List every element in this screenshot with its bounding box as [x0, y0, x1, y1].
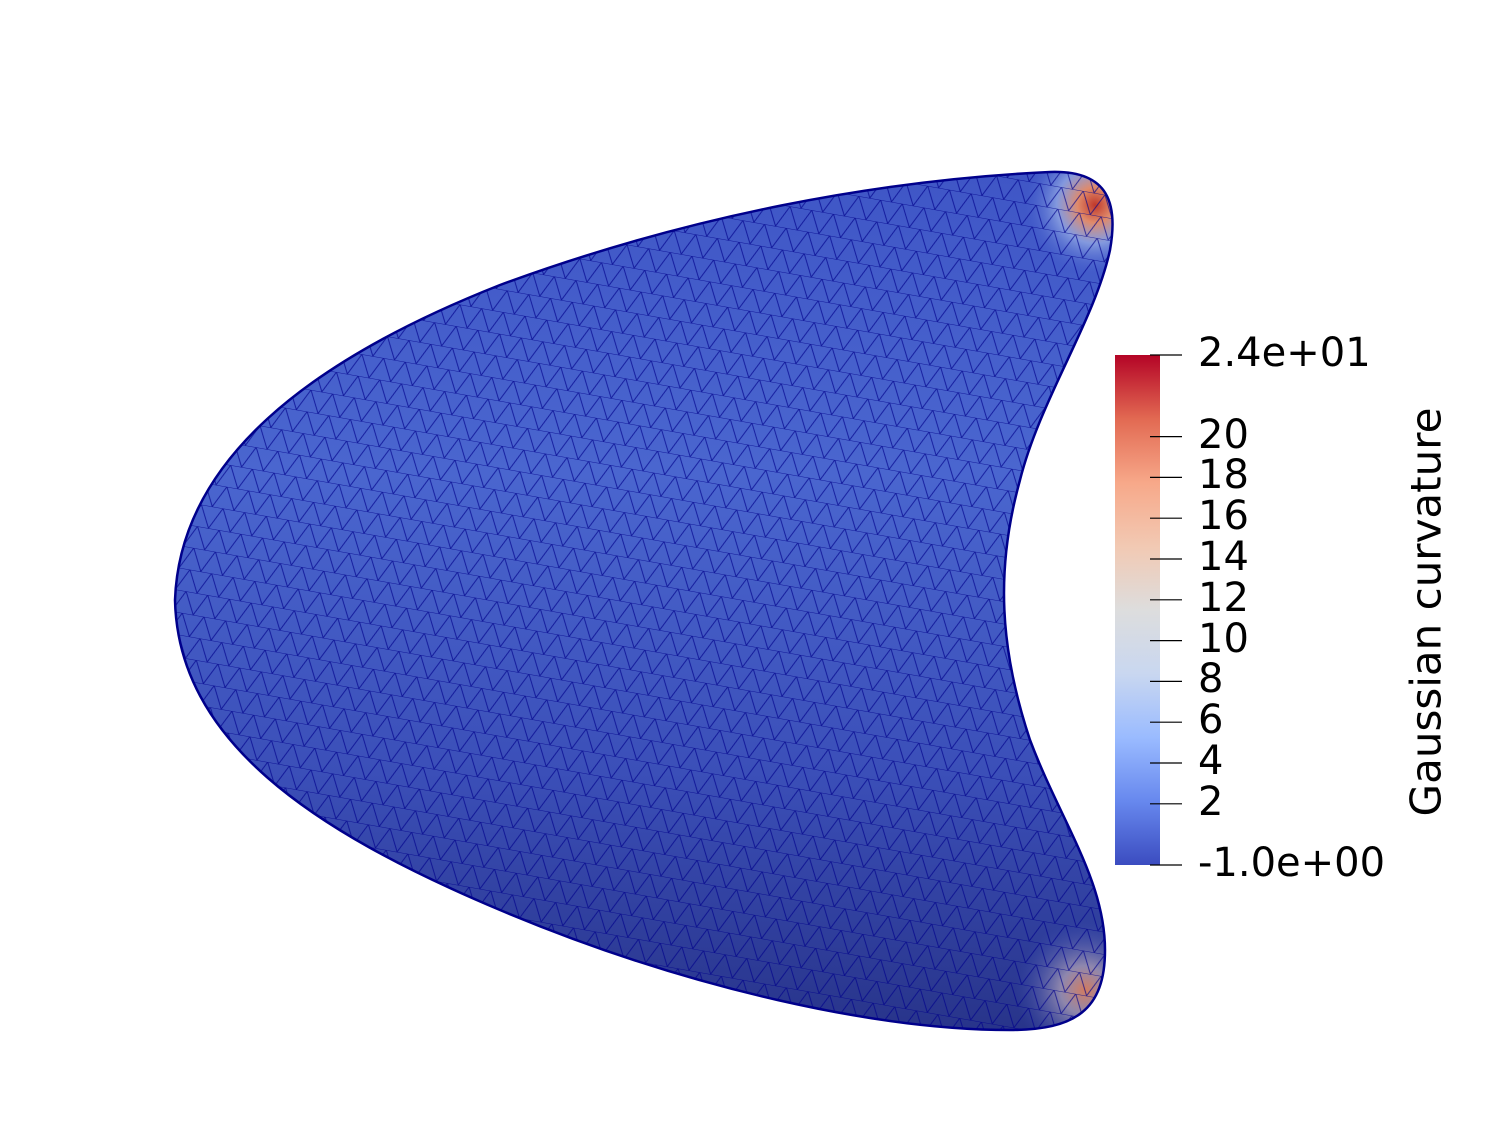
- surface-mesh: [173, 170, 1114, 1032]
- colorbar-min-label: -1.0e+00: [1198, 840, 1386, 886]
- colorbar-tick-label: 4: [1198, 738, 1224, 784]
- colorbar-tick-label: 10: [1198, 615, 1249, 662]
- colorbar-ticks: [1150, 354, 1182, 866]
- colorbar-tick-label: 6: [1198, 697, 1224, 744]
- colorbar-tick-label: 18: [1198, 452, 1249, 499]
- colorbar-tick-label: 14: [1198, 534, 1249, 580]
- colorbar: [1115, 354, 1182, 866]
- colorbar-title: Gaussian curvature: [1401, 407, 1451, 817]
- colorbar-tick-label: 8: [1198, 656, 1224, 703]
- colorbar-tick-label: 16: [1198, 493, 1249, 540]
- mesh-triangles: [175, 171, 1113, 1030]
- surface-outline: [173, 170, 1114, 1032]
- colorbar-tick-label: 20: [1198, 411, 1249, 458]
- colorbar-max-label: 2.4e+01: [1198, 330, 1371, 376]
- colorbar-gradient: [1115, 355, 1160, 865]
- colorbar-tick-label: 2: [1198, 778, 1224, 825]
- colorbar-tick-label: 12: [1198, 574, 1249, 621]
